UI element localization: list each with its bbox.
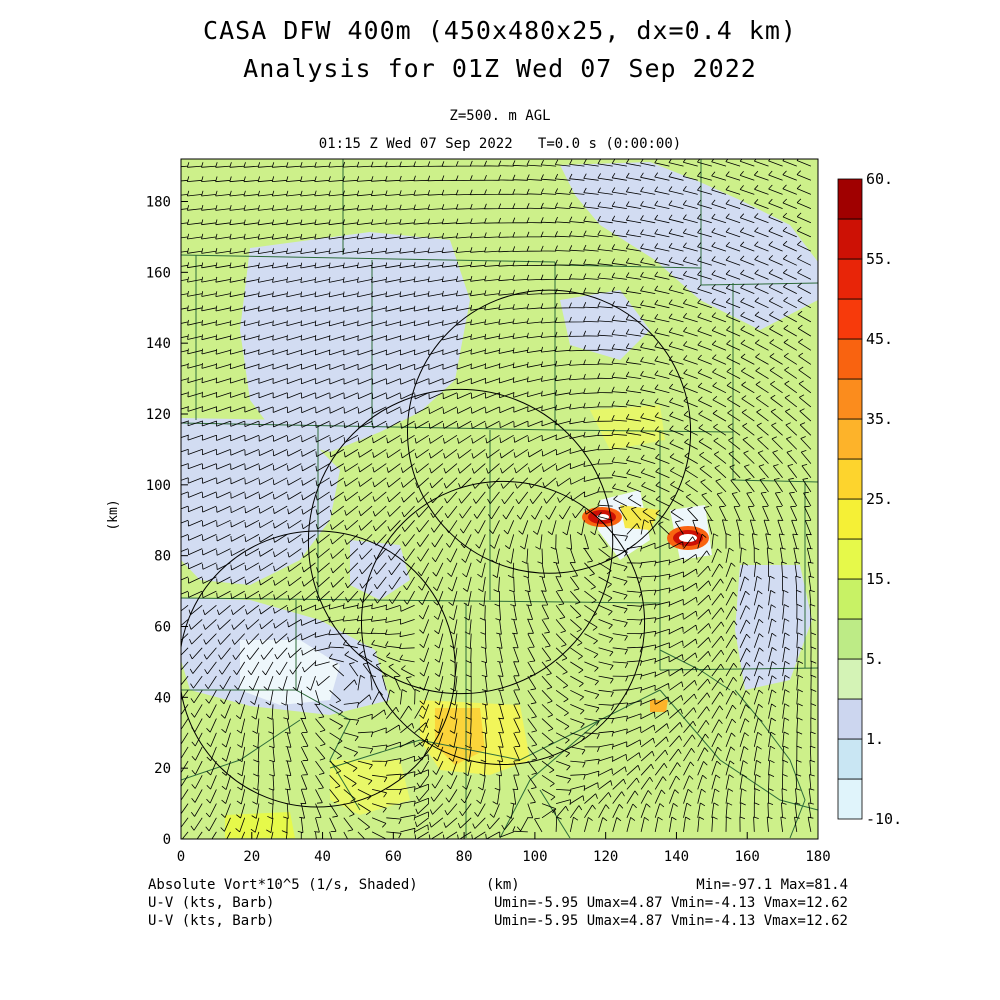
y-tick-label: 0: [163, 832, 171, 848]
colorbar-label: 45.: [866, 330, 893, 348]
colorbar-swatch: [837, 498, 863, 540]
colorbar-label: 60.: [866, 170, 893, 188]
vortex-core-east: [667, 526, 709, 550]
x-tick-label: 0: [177, 849, 185, 865]
y-tick-label: 80: [154, 549, 171, 565]
colorbar-label: 1.: [866, 730, 884, 748]
colorbar-swatch: [837, 458, 863, 500]
colorbar-swatch: [837, 538, 863, 580]
colorbar-swatch: [837, 218, 863, 260]
minmax-text: Min=-97.1 Max=81.4: [696, 877, 848, 893]
x-tick-label: 40: [314, 849, 331, 865]
x-tick-label: 100: [522, 849, 547, 865]
radar-ring: [360, 480, 646, 766]
vortex-core-west: [582, 507, 622, 527]
colorbar-label: -10.: [866, 810, 902, 828]
chart-title-line2: Analysis for 01Z Wed 07 Sep 2022: [243, 54, 757, 83]
colorbar-label: 5.: [866, 650, 884, 668]
colorbar: -10. 1. 5. 15. 25. 35. 45. 55. 60.: [837, 170, 902, 828]
wind-barb-field: [181, 159, 817, 839]
x-tick-label: 180: [805, 849, 830, 865]
radar-range-rings: [181, 289, 692, 808]
colorbar-swatch: [837, 738, 863, 780]
x-tick-label: 140: [664, 849, 689, 865]
y-tick-label: 180: [146, 195, 171, 211]
field-label: Absolute Vort*10^5 (1/s, Shaded): [148, 877, 418, 893]
colorbar-label: 35.: [866, 410, 893, 428]
y-tick-label: 120: [146, 407, 171, 423]
colorbar-swatch: [837, 258, 863, 300]
colorbar-swatch: [837, 178, 863, 220]
y-tick-label: 160: [146, 265, 171, 281]
x-tick-label: 20: [243, 849, 260, 865]
plot-frame: [180, 158, 819, 840]
y-tick-label: 100: [146, 478, 171, 494]
uv-stats-1: Umin=-5.95 Umax=4.87 Vmin=-4.13 Vmax=12.…: [493, 895, 848, 911]
colorbar-swatch: [837, 298, 863, 340]
x-tick-label: 60: [385, 849, 402, 865]
colorbar-label: 15.: [866, 570, 893, 588]
colorbar-label: 25.: [866, 490, 893, 508]
radar-ring: [307, 388, 614, 695]
colorbar-swatch: [837, 658, 863, 700]
uv-stats-2: Umin=-5.95 Umax=4.87 Vmin=-4.13 Vmax=12.…: [493, 913, 848, 929]
y-tick-label: 20: [154, 761, 171, 777]
colorbar-swatch: [837, 698, 863, 740]
y-axis: 0 20 40 60 80 100 120 140 160 180: [146, 195, 188, 848]
uv-label-2: U-V (kts, Barb): [148, 913, 275, 929]
y-tick-label: 40: [154, 690, 171, 706]
y-tick-label: 140: [146, 336, 171, 352]
x-axis: 0 20 40 60 80 100 120 140 160 180: [177, 832, 831, 865]
colorbar-swatch: [837, 418, 863, 460]
wind-barbs: [181, 159, 817, 839]
plot-area: [181, 159, 818, 839]
colorbar-swatch: [837, 778, 863, 820]
level-label: Z=500. m AGL: [449, 108, 551, 124]
colorbar-swatch: [837, 338, 863, 380]
x-tick-label: 120: [593, 849, 618, 865]
radar-ring: [406, 289, 692, 574]
x-tick-label: 160: [735, 849, 760, 865]
uv-label-1: U-V (kts, Barb): [148, 895, 275, 911]
x-tick-label: 80: [456, 849, 473, 865]
colorbar-swatch: [837, 378, 863, 420]
colorbar-swatch: [837, 578, 863, 620]
time-label: 01:15 Z Wed 07 Sep 2022 T=0.0 s (0:00:00…: [318, 136, 682, 152]
x-axis-label: (km): [486, 877, 520, 893]
colorbar-swatch: [837, 618, 863, 660]
chart-title-line1: CASA DFW 400m (450x480x25, dx=0.4 km): [203, 16, 797, 45]
radar-ring: [181, 530, 456, 808]
colorbar-label: 55.: [866, 250, 893, 268]
y-axis-label: (km): [106, 499, 121, 530]
y-tick-label: 60: [154, 620, 171, 636]
